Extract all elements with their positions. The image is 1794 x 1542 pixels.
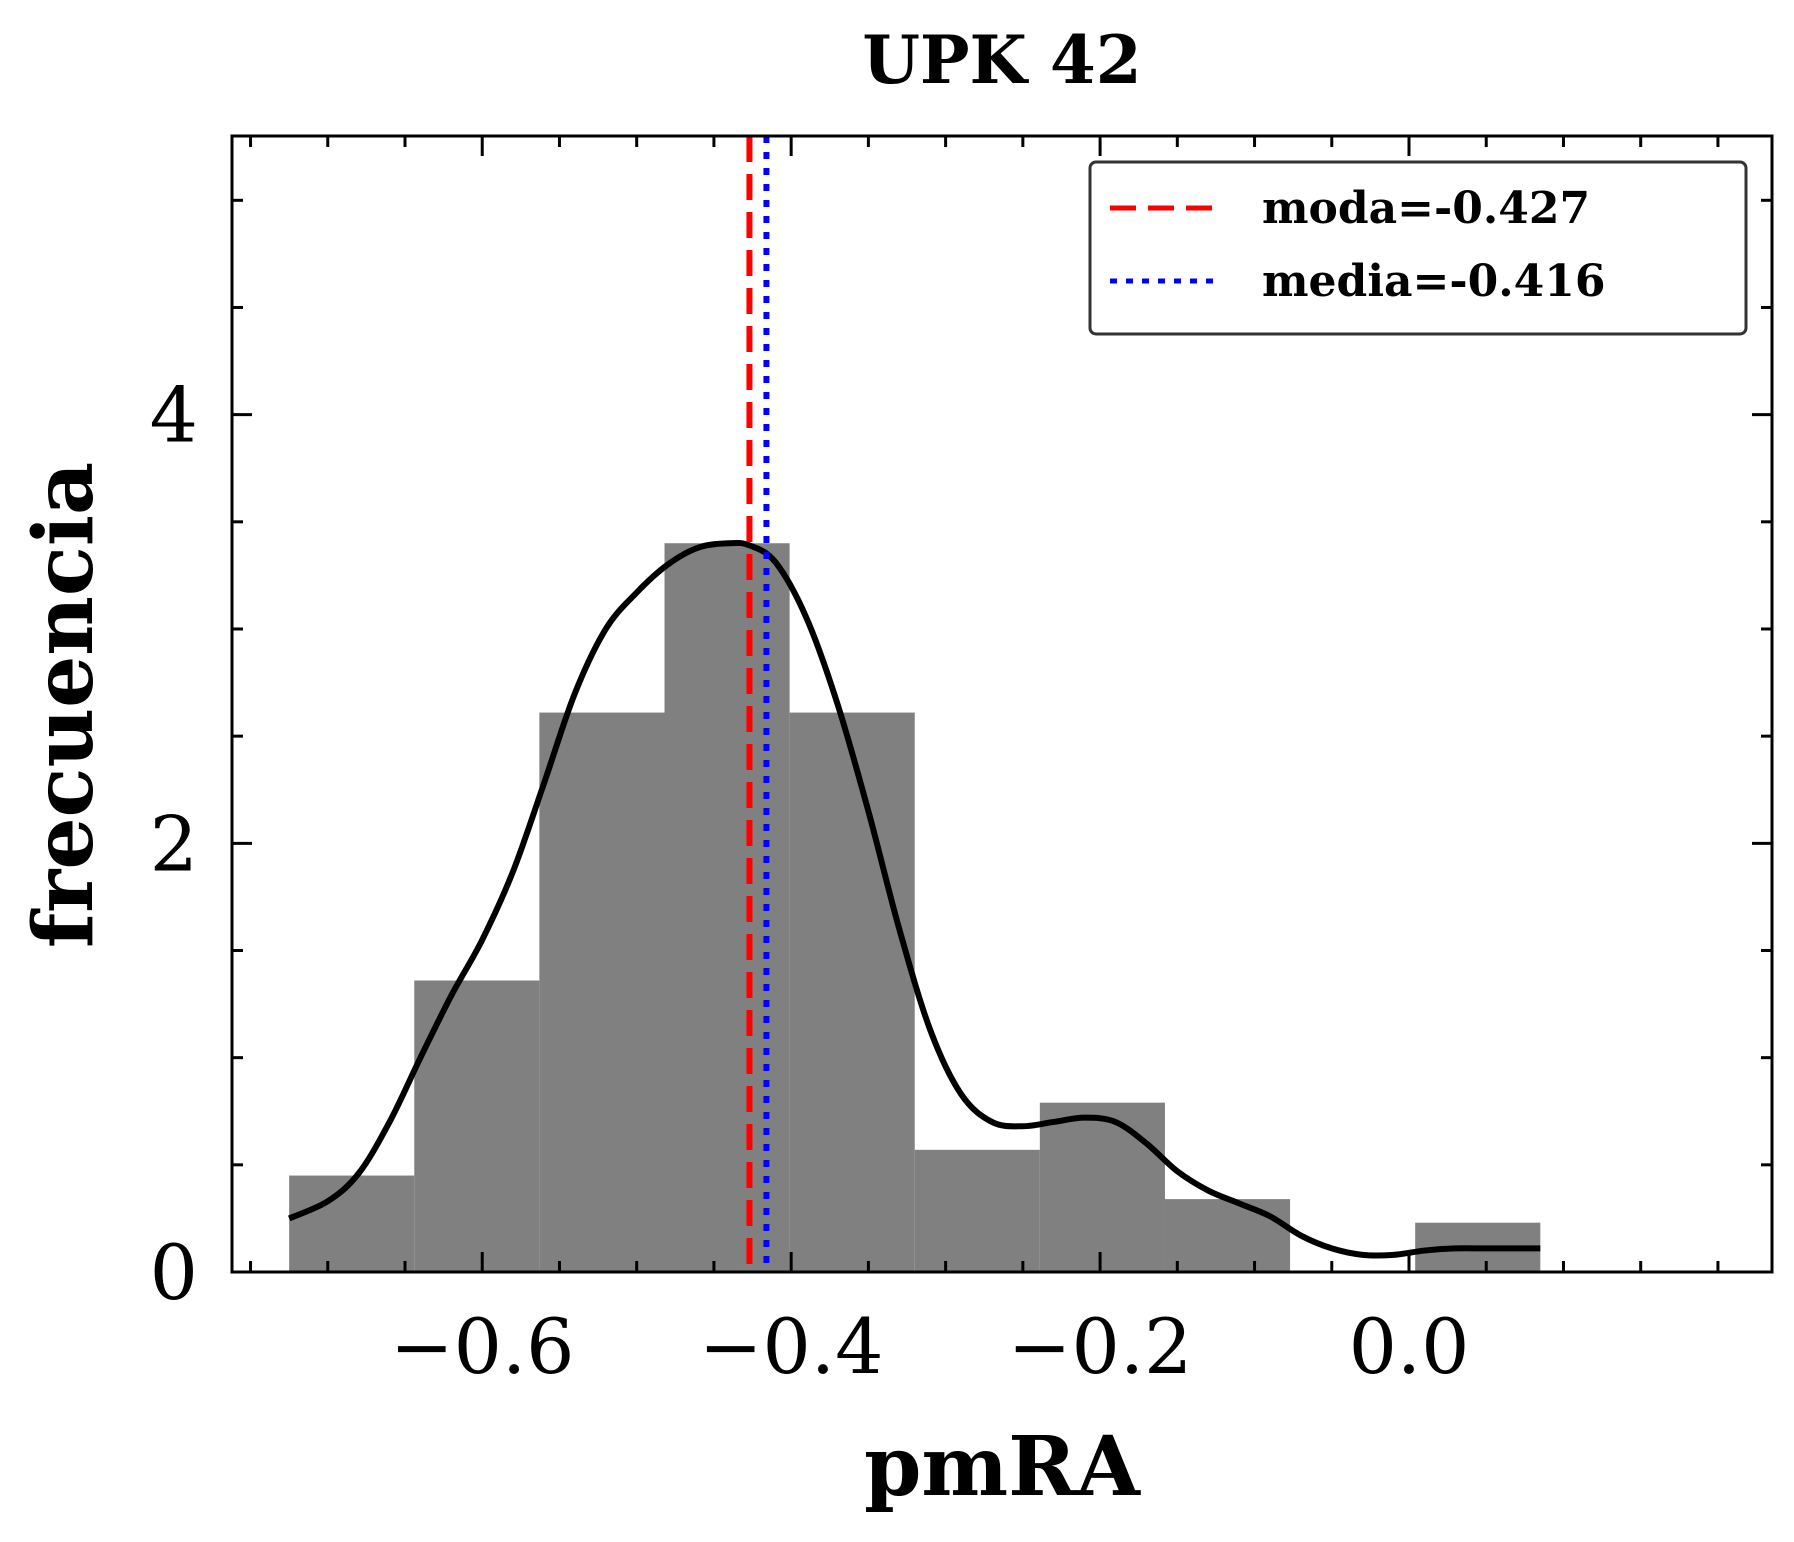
histogram-bars [289,543,1541,1272]
histogram-bar [1039,1102,1165,1272]
x-tick-label: −0.4 [699,1302,884,1391]
histogram-bar [289,1175,415,1272]
histogram-bar [664,543,790,1272]
histogram-bar [789,712,915,1272]
reference-lines [746,136,770,1272]
histogram-bar [539,712,665,1272]
y-tick-label: 0 [150,1228,198,1317]
histogram-bar [414,980,540,1272]
chart-title: UPK 42 [862,21,1141,99]
histogram-bar [1164,1199,1291,1272]
axis-ticks [232,136,1772,1274]
plot-frame [230,134,1774,1274]
axis-tick-labels: −0.6 −0.4 −0.2 0.0 0 2 4 [150,371,1470,1391]
legend-moda-label: moda=-0.427 [1262,183,1590,234]
histogram-bar [914,1149,1040,1272]
plot-area [287,136,1541,1272]
kde-curve-group [287,539,1541,1259]
legend: moda=-0.427 media=-0.416 [1088,160,1748,336]
x-tick-label: −0.2 [1008,1302,1193,1391]
x-axis-label: pmRA [864,1419,1141,1515]
y-axis-label: frecuencia [16,462,112,948]
legend-box [1088,160,1748,336]
x-tick-label: 0.0 [1349,1302,1470,1391]
kde-curve [287,539,1541,1259]
y-tick-label: 4 [150,371,198,460]
x-tick-label: −0.6 [390,1302,575,1391]
legend-media-label: media=-0.416 [1262,256,1605,307]
y-tick-label: 2 [150,799,198,888]
